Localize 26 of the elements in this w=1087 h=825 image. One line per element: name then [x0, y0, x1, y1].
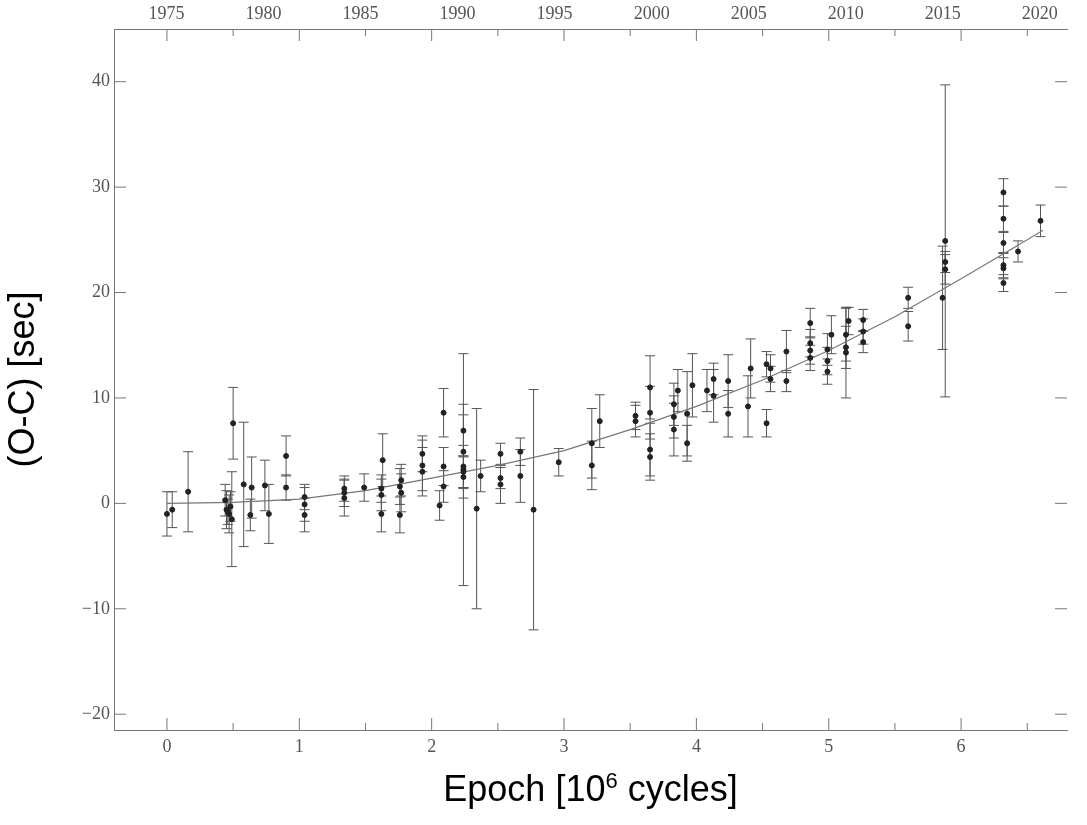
y-tick-label: 10	[92, 386, 110, 407]
x2-tick-label: 2010	[827, 2, 864, 23]
y-tick-label: 40	[92, 70, 110, 91]
x-tick-label: 3	[559, 735, 569, 756]
x2-tick-label: 2020	[1021, 2, 1058, 23]
y-tick-label: −10	[81, 597, 110, 618]
x-tick-label: 6	[956, 735, 966, 756]
y-tick-label: 20	[92, 281, 110, 302]
x2-tick-label: 1985	[342, 2, 379, 23]
x2-tick-label: 1980	[245, 2, 282, 23]
x-tick-label: 0	[162, 735, 172, 756]
x-axis-title: Epoch [10$^{6}$ cycles]	[442, 768, 739, 810]
x-tick-label: 4	[691, 735, 701, 756]
x2-tick-label: 1995	[536, 2, 573, 23]
x2-tick-label: 1990	[439, 2, 476, 23]
x2-tick-label: 2000	[633, 2, 670, 23]
x2-tick-label: 2015	[924, 2, 961, 23]
y-axis-title: (O-C) [sec]	[0, 291, 42, 468]
x2-tick-label: 2005	[730, 2, 767, 23]
x-tick-label: 1	[294, 735, 304, 756]
y-tick-label: 0	[101, 492, 110, 513]
x-tick-label: 5	[824, 735, 834, 756]
y-tick-label: −20	[81, 702, 110, 723]
x2-tick-label: 1975	[148, 2, 185, 23]
x-tick-label: 2	[427, 735, 437, 756]
y-tick-label: 30	[92, 175, 110, 196]
